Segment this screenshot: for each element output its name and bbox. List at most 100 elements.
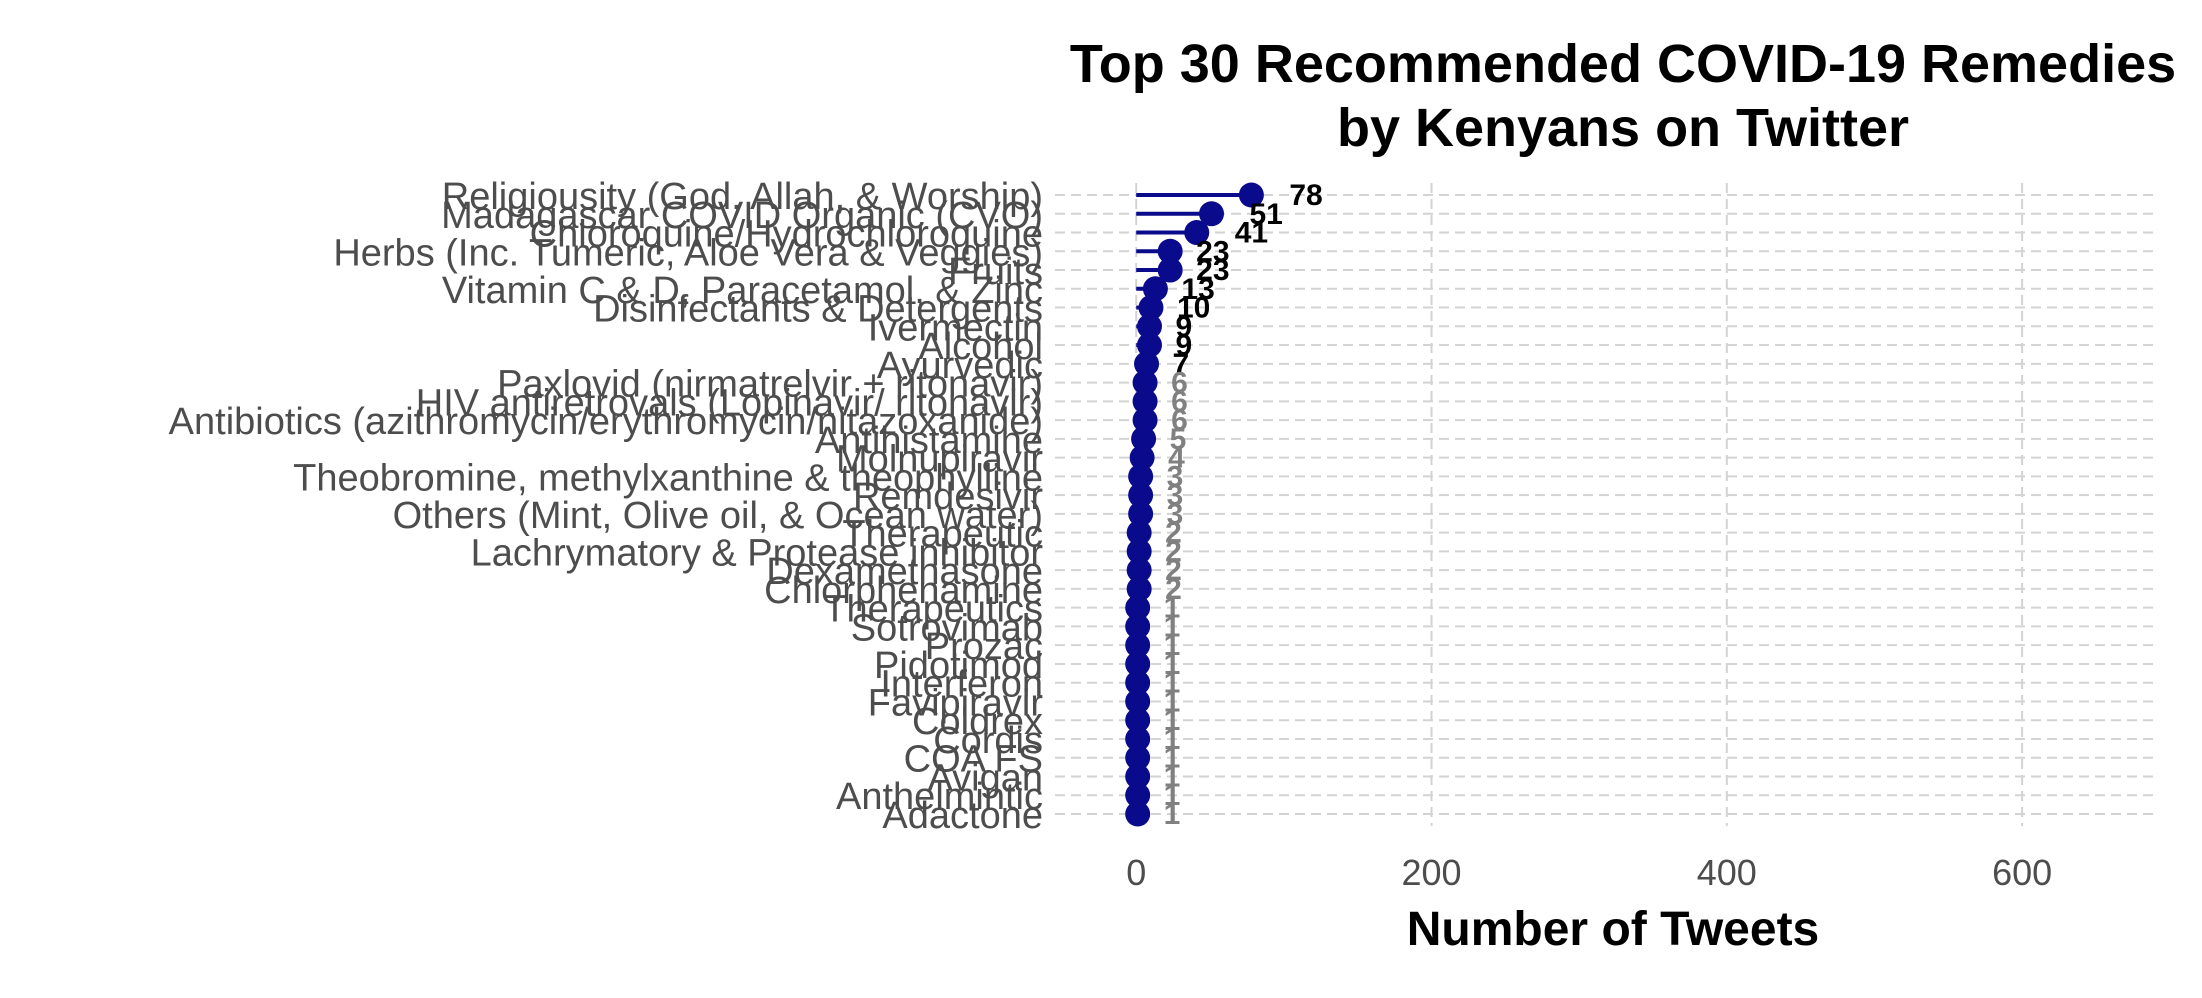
- lollipop-point: [1184, 220, 1210, 246]
- y-axis-label: Theobromine, methylxanthine & theophylli…: [293, 457, 1043, 499]
- y-axis-label: Antibiotics (azithromycin/erythromycin/n…: [169, 401, 1043, 443]
- y-axis-label: Therapeutics: [823, 589, 1043, 631]
- lollipop-point: [1157, 238, 1183, 264]
- y-axis-label: Cordis: [933, 720, 1043, 762]
- value-label: 6: [1171, 404, 1188, 437]
- value-labels: 7851412323131099766654333222211111111111…: [1164, 179, 1323, 831]
- value-label: 1: [1164, 779, 1181, 812]
- y-axis-label: Avigan: [927, 757, 1043, 799]
- x-tick-label: 600: [1992, 852, 2052, 893]
- lollipop-point: [1128, 463, 1154, 489]
- lollipop-point: [1138, 295, 1164, 321]
- x-tick-label: 0: [1126, 852, 1146, 893]
- y-axis-label: Dexamethasone: [766, 551, 1043, 593]
- lollipop-point: [1157, 257, 1183, 283]
- lollipop-point: [1132, 388, 1158, 414]
- lollipop-point: [1238, 182, 1264, 208]
- value-label: 1: [1164, 592, 1181, 625]
- chart-title-line-2: by Kenyans on Twitter: [1337, 98, 1909, 158]
- value-label: 1: [1164, 723, 1181, 756]
- value-label: 1: [1164, 798, 1181, 831]
- lollipop-point: [1126, 576, 1152, 602]
- value-label: 4: [1168, 442, 1185, 475]
- y-axis-label: COA FS: [904, 739, 1043, 781]
- y-axis-label: Remdesivir: [853, 476, 1043, 518]
- value-label: 3: [1167, 479, 1184, 512]
- value-label: 1: [1164, 704, 1181, 737]
- x-tick-label: 200: [1401, 852, 1461, 893]
- value-label: 10: [1177, 292, 1210, 325]
- lollipop-point: [1125, 801, 1151, 827]
- lollipop-point: [1128, 501, 1154, 527]
- y-axis-label: Pidotimod: [874, 645, 1043, 687]
- y-axis-label: Alcohol: [918, 326, 1043, 368]
- value-label: 1: [1164, 629, 1181, 662]
- value-label: 2: [1165, 573, 1182, 606]
- value-label: 7: [1173, 348, 1190, 381]
- value-label: 1: [1164, 685, 1181, 718]
- value-label: 1: [1164, 610, 1181, 643]
- lollipop-point: [1134, 351, 1160, 377]
- lollipop-point: [1126, 520, 1152, 546]
- y-axis-label: Herbs (Inc. Tumeric, Aloe Vera & Veggies…: [333, 232, 1043, 274]
- y-axis-label: Fruits: [948, 251, 1043, 293]
- y-axis-label: Favipiravir: [868, 682, 1044, 724]
- lollipop-point: [1125, 613, 1151, 639]
- y-axis-label: Sotrovimab: [851, 607, 1043, 649]
- y-axis-label: Vitamin C & D, Paracetamol, & Zinc: [442, 270, 1043, 312]
- y-axis-label: Prozac: [925, 626, 1043, 668]
- x-axis-ticks: 0 200 400 600: [1126, 852, 2052, 893]
- value-label: 1: [1164, 648, 1181, 681]
- lollipop-point: [1125, 632, 1151, 658]
- y-axis-label: Interferon: [880, 664, 1043, 706]
- value-label: 23: [1196, 235, 1229, 268]
- lollipop-point: [1132, 407, 1158, 433]
- value-label: 2: [1165, 535, 1182, 568]
- y-axis-labels: Religiousity (God, Allah, & Worship)Mada…: [169, 176, 1044, 837]
- value-label: 41: [1235, 217, 1268, 250]
- lollipop-point: [1125, 782, 1151, 808]
- lollipop-point: [1136, 313, 1162, 339]
- y-axis-label: Therapeutic: [842, 514, 1043, 556]
- y-axis-label: Paxlovid (nirmatrelvir + ritonavir): [497, 364, 1043, 406]
- value-label: 6: [1171, 385, 1188, 418]
- lollipop-point: [1125, 595, 1151, 621]
- lollipop-point: [1136, 332, 1162, 358]
- grid-lines: [1055, 183, 2155, 826]
- y-axis-label: Chlorphenamine: [764, 570, 1043, 612]
- value-label: 13: [1181, 273, 1214, 306]
- value-label: 2: [1165, 517, 1182, 550]
- value-label: 51: [1250, 198, 1283, 231]
- lollipop-point: [1125, 726, 1151, 752]
- chart-title-line-1: Top 30 Recommended COVID-19 Remedies: [1070, 34, 2176, 94]
- value-label: 1: [1164, 667, 1181, 700]
- value-label: 3: [1167, 460, 1184, 493]
- value-label: 6: [1171, 367, 1188, 400]
- y-axis-label: HIV antiretrovals (Lopinavir/ ritonavir): [416, 382, 1043, 424]
- x-tick-label: 400: [1697, 852, 1757, 893]
- lollipop-point: [1131, 426, 1157, 452]
- lollipop-point: [1126, 557, 1152, 583]
- lollipop-point: [1142, 276, 1168, 302]
- lollipop-point: [1125, 763, 1151, 789]
- lollipop-point: [1125, 651, 1151, 677]
- y-axis-label: Molnupiravir: [836, 439, 1043, 481]
- lollipop-point: [1128, 482, 1154, 508]
- lollipop-point: [1126, 538, 1152, 564]
- value-label: 5: [1170, 423, 1187, 456]
- lollipop-point: [1129, 445, 1155, 471]
- points: [1125, 182, 1264, 827]
- value-label: 1: [1164, 760, 1181, 793]
- lollipop-point: [1132, 370, 1158, 396]
- y-axis-label: Chloroquine/Hydrochloroquine: [530, 214, 1043, 256]
- y-axis-label: Coldrex: [912, 701, 1043, 743]
- value-label: 9: [1175, 310, 1192, 343]
- y-axis-label: Lachrymatory & Protease inhibitor: [471, 532, 1044, 574]
- lollipop-point: [1125, 670, 1151, 696]
- value-label: 3: [1167, 498, 1184, 531]
- value-label: 78: [1289, 179, 1322, 212]
- lollipop-point: [1125, 688, 1151, 714]
- y-axis-label: Adactone: [882, 795, 1043, 837]
- value-label: 2: [1165, 554, 1182, 587]
- value-label: 9: [1175, 329, 1192, 362]
